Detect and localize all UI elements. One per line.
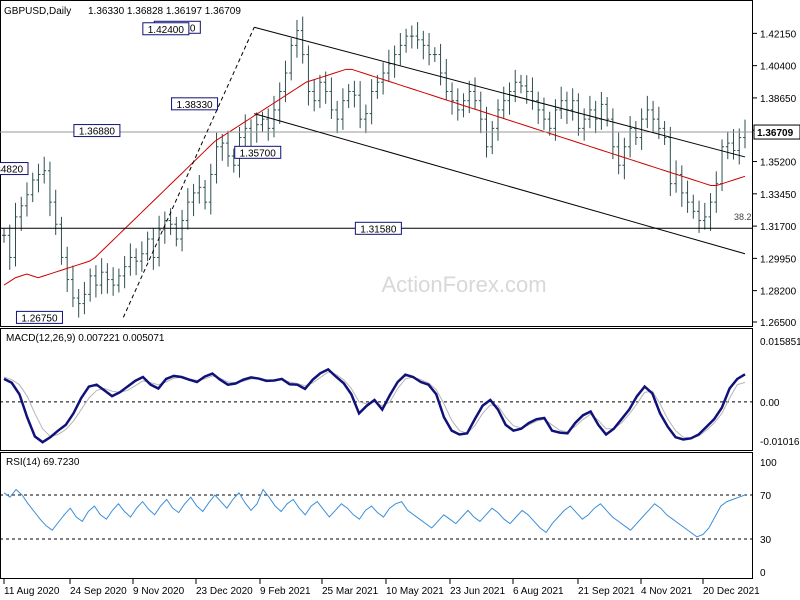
rsi-line bbox=[3, 488, 746, 538]
x-axis-label: 25 Mar 2021 bbox=[322, 586, 379, 597]
rsi-panel-frame bbox=[0, 452, 753, 579]
rsi-axis-label: 100 bbox=[760, 458, 777, 469]
x-axis-label: 23 Jun 2021 bbox=[450, 586, 505, 597]
price-callout: 1.38330 bbox=[171, 97, 219, 111]
price-axis-label: 1.31700 bbox=[760, 222, 797, 233]
price-callout-text: 1.34820 bbox=[0, 165, 24, 176]
trend-line bbox=[254, 113, 746, 255]
last-price-tag bbox=[753, 124, 800, 140]
axis-layer: 1.421501.404001.386501.369001.352001.334… bbox=[3, 29, 800, 597]
rsi-layer bbox=[0, 488, 752, 540]
symbol-label: GBPUSD,Daily bbox=[4, 6, 71, 17]
x-axis-label: 20 Dec 2021 bbox=[703, 586, 760, 597]
price-callout: 1.35700 bbox=[234, 145, 282, 159]
price-axis-label: 1.26500 bbox=[760, 318, 797, 329]
x-axis-label: 6 Aug 2021 bbox=[513, 586, 564, 597]
watermark: ActionForex.com bbox=[381, 272, 546, 297]
x-axis-label: 9 Feb 2021 bbox=[260, 586, 311, 597]
x-axis-label: 24 Sep 2020 bbox=[70, 586, 127, 597]
ohlc-label: 1.36330 1.36828 1.36197 1.36709 bbox=[88, 6, 241, 17]
macd-axis-label: 0.00 bbox=[760, 398, 780, 409]
macd-layer bbox=[0, 367, 752, 444]
x-axis-label: 21 Sep 2021 bbox=[578, 586, 635, 597]
price-layer: 1.424801.424001.368801.357001.383301.315… bbox=[0, 16, 752, 324]
price-axis-label: 1.29950 bbox=[760, 254, 797, 265]
macd-label: MACD(12,26,9) 0.007221 0.005071 bbox=[6, 333, 165, 344]
price-callout-text: 1.35700 bbox=[240, 148, 277, 159]
price-axis-label: 1.38650 bbox=[760, 94, 797, 105]
price-callout: 1.42400 bbox=[142, 22, 190, 36]
rsi-axis-label: 30 bbox=[760, 535, 772, 546]
price-callout: 1.31580 bbox=[354, 221, 402, 235]
moving-average-line bbox=[3, 68, 746, 286]
price-callout-box bbox=[354, 221, 402, 235]
price-callout-box bbox=[0, 162, 29, 176]
price-callout-box bbox=[73, 124, 121, 138]
x-axis-label: 23 Dec 2020 bbox=[196, 586, 253, 597]
rsi-axis-label: 70 bbox=[760, 491, 772, 502]
macd-panel-frame bbox=[0, 328, 753, 451]
price-axis-label: 1.33450 bbox=[760, 190, 797, 201]
price-callout-text: 1.36880 bbox=[79, 127, 116, 138]
x-axis-label: 4 Nov 2021 bbox=[641, 586, 693, 597]
price-callout-box bbox=[171, 97, 219, 111]
price-callout-box bbox=[142, 22, 190, 36]
macd-line bbox=[3, 367, 746, 444]
price-callout-text: 1.38330 bbox=[176, 100, 213, 111]
macd-axis-label: 0.015851 bbox=[760, 337, 800, 348]
price-callout-text: 1.26750 bbox=[21, 313, 58, 324]
price-axis-label: 1.28200 bbox=[760, 287, 797, 298]
last-price-text: 1.36709 bbox=[757, 128, 794, 139]
price-callout: 1.34820 bbox=[0, 162, 29, 176]
price-axis-label: 1.35200 bbox=[760, 158, 797, 169]
x-axis-label: 11 Aug 2020 bbox=[4, 586, 60, 597]
rsi-axis-label: 0 bbox=[760, 568, 766, 579]
price-callout: 1.26750 bbox=[15, 310, 63, 324]
macd-signal-line bbox=[3, 371, 746, 439]
trend-line bbox=[254, 26, 746, 158]
price-callout-text: 1.31580 bbox=[360, 224, 397, 235]
price-axis-label: 1.42150 bbox=[760, 29, 797, 40]
price-callout: 1.36880 bbox=[73, 124, 121, 138]
rsi-label: RSI(14) 69.7230 bbox=[6, 457, 80, 468]
price-axis-label: 1.40400 bbox=[760, 62, 797, 73]
fib-label: 38.2 bbox=[734, 212, 752, 222]
x-axis-label: 9 Nov 2020 bbox=[133, 586, 185, 597]
price-callout-box bbox=[15, 310, 63, 324]
trend-line bbox=[122, 27, 255, 318]
price-callout-box bbox=[234, 145, 282, 159]
price-callout-text: 1.42400 bbox=[148, 25, 185, 36]
x-axis-label: 10 May 2021 bbox=[386, 586, 444, 597]
